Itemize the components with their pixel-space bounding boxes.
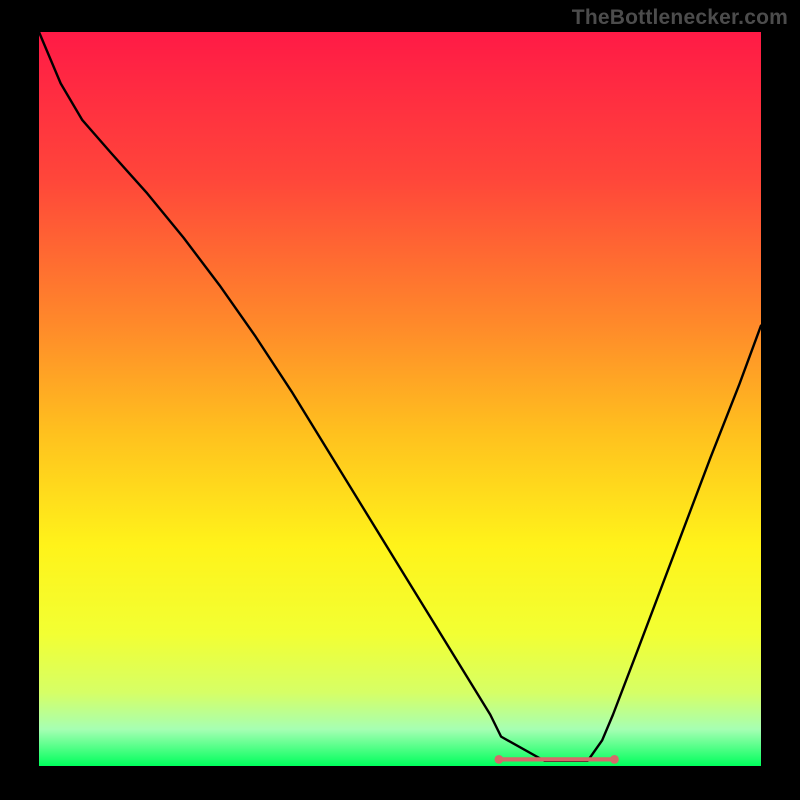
gradient-panel bbox=[39, 32, 761, 766]
chart-stage: TheBottlenecker.com bbox=[0, 0, 800, 800]
watermark-text: TheBottlenecker.com bbox=[572, 6, 788, 30]
